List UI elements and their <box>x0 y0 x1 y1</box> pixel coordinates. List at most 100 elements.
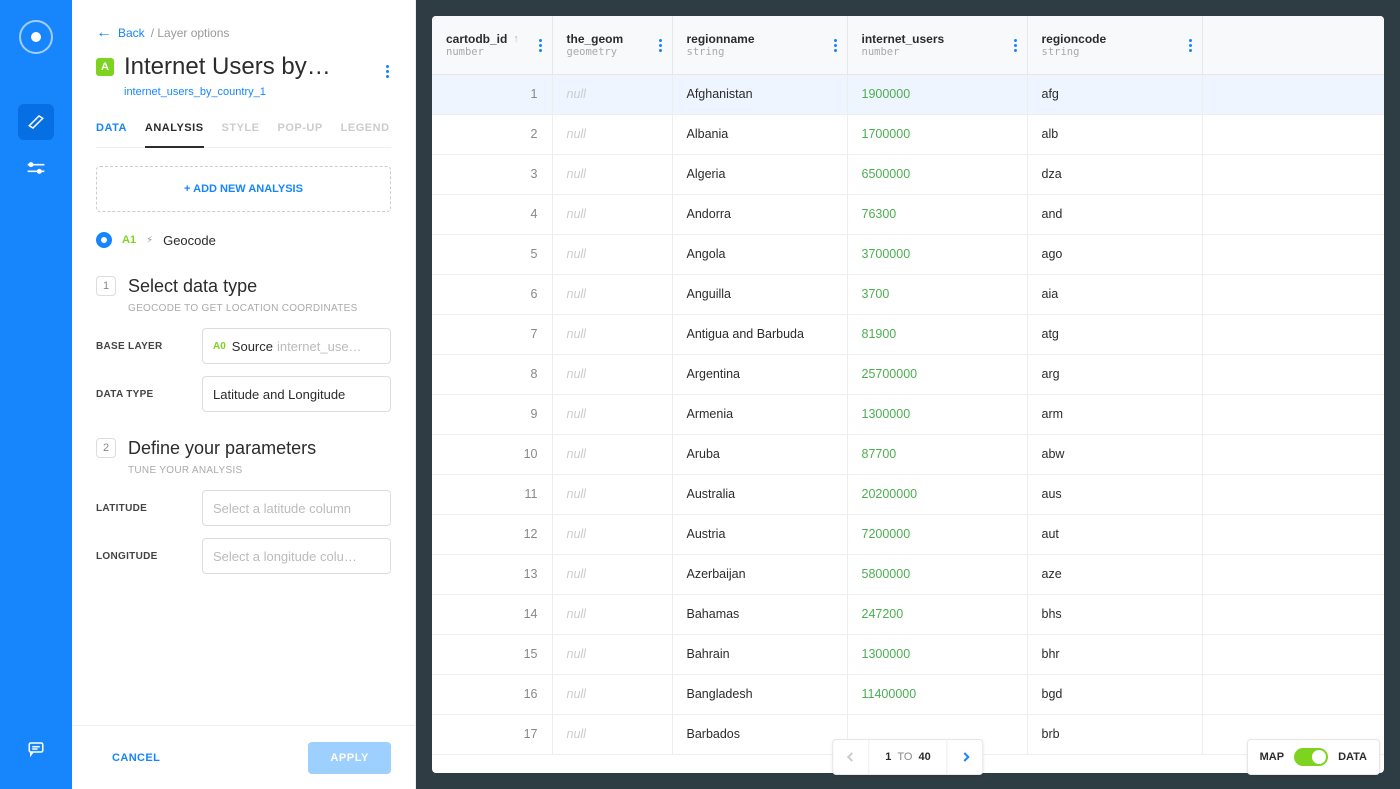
column-header[interactable]: internet_usersnumber <box>847 16 1027 74</box>
cell-code: atg <box>1027 314 1202 354</box>
cell-empty <box>1202 554 1384 594</box>
table-row[interactable]: 3nullAlgeria6500000dza <box>432 154 1384 194</box>
nav-rail <box>0 0 72 789</box>
cell-empty <box>1202 674 1384 714</box>
column-name: cartodb_id↑ <box>446 32 538 46</box>
table-row[interactable]: 13nullAzerbaijan5800000aze <box>432 554 1384 594</box>
cell-region: Azerbaijan <box>672 554 847 594</box>
apply-button[interactable]: APPLY <box>308 742 391 774</box>
cell-code: abw <box>1027 434 1202 474</box>
cell-empty <box>1202 514 1384 554</box>
cell-geom: null <box>552 674 672 714</box>
tab-popup[interactable]: POP-UP <box>277 122 322 147</box>
cell-empty <box>1202 154 1384 194</box>
cell-id: 16 <box>432 674 552 714</box>
layer-menu-icon[interactable] <box>384 52 391 82</box>
column-header[interactable]: regioncodestring <box>1027 16 1202 74</box>
cell-geom: null <box>552 314 672 354</box>
cell-region: Andorra <box>672 194 847 234</box>
cell-users: 6500000 <box>847 154 1027 194</box>
editor-panel: ← Back / Layer options A Internet Users … <box>72 0 416 789</box>
tab-data[interactable]: DATA <box>96 122 127 147</box>
section-number: 2 <box>96 438 116 458</box>
dataset-link[interactable]: internet_users_by_country_1 <box>124 86 391 98</box>
cell-region: Bangladesh <box>672 674 847 714</box>
table-row[interactable]: 15nullBahrain1300000bhr <box>432 634 1384 674</box>
column-menu-icon[interactable] <box>1014 30 1017 52</box>
table-row[interactable]: 10nullAruba87700abw <box>432 434 1384 474</box>
table-area: cartodb_id↑numberthe_geomgeometryregionn… <box>416 0 1400 789</box>
tab-legend[interactable]: LEGEND <box>341 122 390 147</box>
cell-geom: null <box>552 634 672 674</box>
cell-id: 11 <box>432 474 552 514</box>
table-row[interactable]: 2nullAlbania1700000alb <box>432 114 1384 154</box>
column-name: regionname <box>687 32 833 46</box>
latitude-label: LATITUDE <box>96 503 190 514</box>
tab-analysis[interactable]: ANALYSIS <box>145 122 204 148</box>
back-link[interactable]: Back <box>118 26 145 40</box>
column-header[interactable]: cartodb_id↑number <box>432 16 552 74</box>
section-subtitle: GEOCODE TO GET LOCATION COORDINATES <box>128 303 391 314</box>
cell-geom: null <box>552 474 672 514</box>
breadcrumb: / Layer options <box>151 26 230 40</box>
cell-code: arm <box>1027 394 1202 434</box>
cell-id: 7 <box>432 314 552 354</box>
data-table: cartodb_id↑numberthe_geomgeometryregionn… <box>432 16 1384 773</box>
table-row[interactable]: 12nullAustria7200000aut <box>432 514 1384 554</box>
sort-asc-icon: ↑ <box>513 33 519 45</box>
column-header[interactable]: regionnamestring <box>672 16 847 74</box>
table-row[interactable]: 16nullBangladesh11400000bgd <box>432 674 1384 714</box>
rail-sql-icon[interactable] <box>18 104 54 140</box>
cell-geom: null <box>552 194 672 234</box>
cancel-button[interactable]: CANCEL <box>112 752 160 764</box>
cell-code: aus <box>1027 474 1202 514</box>
section-title: Define your parameters <box>128 438 316 459</box>
view-switch[interactable] <box>1294 748 1328 766</box>
data-type-value: Latitude and Longitude <box>213 387 345 402</box>
page-from: 1 <box>885 751 891 763</box>
back-arrow-icon[interactable]: ← <box>96 24 112 42</box>
section-number: 1 <box>96 276 116 296</box>
table-row[interactable]: 11nullAustralia20200000aus <box>432 474 1384 514</box>
cell-empty <box>1202 114 1384 154</box>
column-menu-icon[interactable] <box>539 30 542 52</box>
cell-users: 1300000 <box>847 394 1027 434</box>
rail-comment-icon[interactable] <box>18 731 54 767</box>
column-menu-icon[interactable] <box>1189 30 1192 52</box>
latitude-select[interactable]: Select a latitude column <box>202 490 391 526</box>
longitude-select[interactable]: Select a longitude colu… <box>202 538 391 574</box>
table-row[interactable]: 1nullAfghanistan1900000afg <box>432 74 1384 114</box>
cell-id: 10 <box>432 434 552 474</box>
cell-code: and <box>1027 194 1202 234</box>
column-header[interactable]: the_geomgeometry <box>552 16 672 74</box>
page-prev-button[interactable] <box>833 739 869 775</box>
add-analysis-button[interactable]: + ADD NEW ANALYSIS <box>96 166 391 212</box>
table-row[interactable]: 4nullAndorra76300and <box>432 194 1384 234</box>
cell-id: 4 <box>432 194 552 234</box>
page-next-button[interactable] <box>947 739 983 775</box>
analysis-node[interactable]: A1 ⚡︎ Geocode <box>96 232 391 248</box>
cell-users: 11400000 <box>847 674 1027 714</box>
cell-region: Austria <box>672 514 847 554</box>
cell-geom: null <box>552 154 672 194</box>
table-row[interactable]: 7nullAntigua and Barbuda81900atg <box>432 314 1384 354</box>
cell-geom: null <box>552 594 672 634</box>
base-layer-select[interactable]: A0 Source internet_use… <box>202 328 391 364</box>
table-row[interactable]: 9nullArmenia1300000arm <box>432 394 1384 434</box>
table-row[interactable]: 5nullAngola3700000ago <box>432 234 1384 274</box>
column-menu-icon[interactable] <box>659 30 662 52</box>
bolt-icon: ⚡︎ <box>146 235 153 246</box>
table-row[interactable]: 6nullAnguilla3700aia <box>432 274 1384 314</box>
table-row[interactable]: 8nullArgentina25700000arg <box>432 354 1384 394</box>
tab-style[interactable]: STYLE <box>222 122 260 147</box>
column-menu-icon[interactable] <box>834 30 837 52</box>
cell-code: afg <box>1027 74 1202 114</box>
table-row[interactable]: 14nullBahamas247200bhs <box>432 594 1384 634</box>
data-type-select[interactable]: Latitude and Longitude <box>202 376 391 412</box>
cell-region: Barbados <box>672 714 847 754</box>
cell-users: 81900 <box>847 314 1027 354</box>
cell-empty <box>1202 74 1384 114</box>
page-to: 40 <box>918 751 930 763</box>
longitude-label: LONGITUDE <box>96 551 190 562</box>
rail-settings-icon[interactable] <box>18 150 54 186</box>
